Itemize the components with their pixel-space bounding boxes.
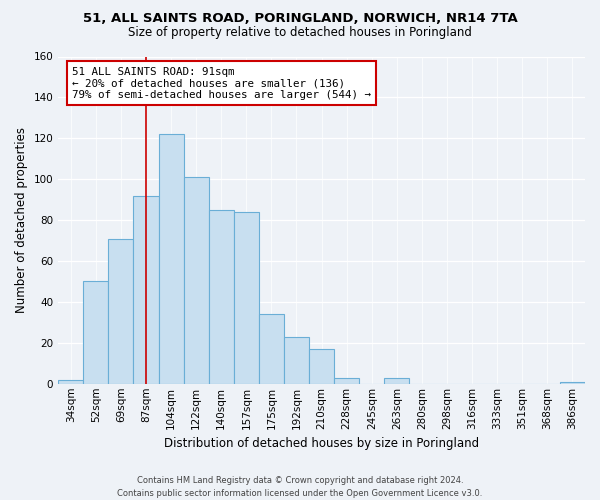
- Bar: [560, 382, 585, 384]
- Bar: [133, 196, 158, 384]
- Bar: [259, 314, 284, 384]
- Bar: [334, 378, 359, 384]
- Text: 51 ALL SAINTS ROAD: 91sqm
← 20% of detached houses are smaller (136)
79% of semi: 51 ALL SAINTS ROAD: 91sqm ← 20% of detac…: [72, 66, 371, 100]
- Bar: [284, 336, 309, 384]
- Bar: [234, 212, 259, 384]
- Bar: [209, 210, 234, 384]
- Y-axis label: Number of detached properties: Number of detached properties: [15, 127, 28, 313]
- Bar: [158, 134, 184, 384]
- Bar: [58, 380, 83, 384]
- Text: 51, ALL SAINTS ROAD, PORINGLAND, NORWICH, NR14 7TA: 51, ALL SAINTS ROAD, PORINGLAND, NORWICH…: [83, 12, 517, 26]
- Text: Size of property relative to detached houses in Poringland: Size of property relative to detached ho…: [128, 26, 472, 39]
- Bar: [184, 177, 209, 384]
- Bar: [385, 378, 409, 384]
- Bar: [109, 238, 133, 384]
- Bar: [83, 282, 109, 384]
- X-axis label: Distribution of detached houses by size in Poringland: Distribution of detached houses by size …: [164, 437, 479, 450]
- Bar: [309, 349, 334, 384]
- Text: Contains HM Land Registry data © Crown copyright and database right 2024.
Contai: Contains HM Land Registry data © Crown c…: [118, 476, 482, 498]
